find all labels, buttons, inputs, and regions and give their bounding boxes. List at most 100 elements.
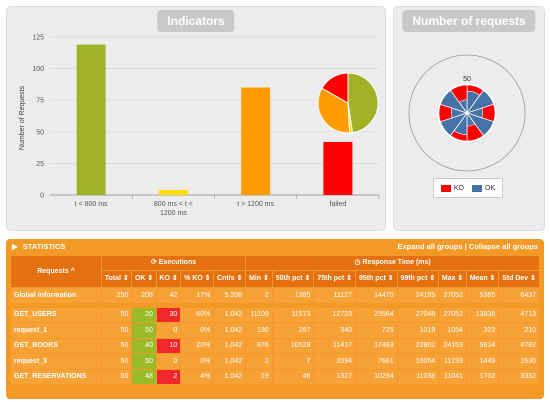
collapse-all-groups-link[interactable]: Collapse all groups bbox=[468, 242, 538, 251]
table-cell: 1449 bbox=[466, 354, 499, 369]
table-row[interactable]: GET_BOOKS 50 40 10 20% 1.042 876 10529 11417 1748… bbox=[11, 338, 539, 353]
table-cell: 340 bbox=[314, 323, 355, 338]
table-cell: 27052 bbox=[439, 288, 466, 303]
column-header[interactable]: 95th pct ⇕ bbox=[355, 271, 397, 287]
table-cell: 24153 bbox=[439, 338, 466, 353]
table-cell: 11127 bbox=[314, 288, 355, 303]
legend-ok[interactable]: OK bbox=[472, 184, 495, 192]
y-tick-label: 50 bbox=[36, 129, 44, 136]
table-cell: 5.208 bbox=[214, 288, 246, 303]
column-header[interactable]: 75th pct ⇕ bbox=[314, 271, 355, 287]
number-of-requests-title: Number of requests bbox=[402, 10, 536, 32]
pie-slice bbox=[347, 72, 379, 134]
table-cell: 1.042 bbox=[214, 338, 246, 353]
table-cell: 9614 bbox=[466, 338, 499, 353]
table-cell: 50 bbox=[102, 323, 132, 338]
column-header[interactable]: % KO ⇕ bbox=[181, 271, 214, 287]
statistics-title: STATISTICS bbox=[22, 242, 66, 251]
table-row[interactable]: request_1 50 50 0 0% 1.042 130 267 340 725 1019 105… bbox=[11, 323, 539, 338]
table-cell: 0 bbox=[156, 354, 181, 369]
table-cell: 1327 bbox=[314, 369, 355, 384]
table-cell: 20 bbox=[132, 307, 156, 322]
legend-ko[interactable]: KO bbox=[440, 184, 464, 192]
table-cell: 30 bbox=[156, 307, 181, 322]
group-controls: Expand all groups | Collapse all groups bbox=[398, 242, 539, 251]
table-cell: 0% bbox=[181, 323, 214, 338]
table-cell: 42 bbox=[156, 288, 181, 303]
table-cell: 10529 bbox=[272, 338, 314, 353]
table-row[interactable]: GET_RESERVATIONS 50 48 2 4% 1.042 19 46 1327 1029… bbox=[11, 369, 539, 384]
column-header[interactable]: Max ⇕ bbox=[439, 271, 466, 287]
table-cell: 11573 bbox=[272, 307, 314, 322]
table-cell: 12723 bbox=[314, 307, 355, 322]
column-header[interactable]: 50th pct ⇕ bbox=[272, 271, 314, 287]
request-name[interactable]: request_1 bbox=[11, 323, 101, 338]
ko-swatch bbox=[440, 184, 451, 192]
column-header[interactable]: Std Dev ⇕ bbox=[499, 271, 539, 287]
global-information-row[interactable]: Global Information 250 208 42 17% 5.208 2 1395 1… bbox=[11, 288, 539, 303]
table-cell: 50 bbox=[102, 307, 132, 322]
y-tick-label: 25 bbox=[36, 161, 44, 168]
collapse-arrow-icon[interactable]: ▶ bbox=[12, 242, 18, 251]
table-cell: 0% bbox=[181, 354, 214, 369]
table-cell: 10 bbox=[156, 338, 181, 353]
column-header[interactable]: Total ⇕ bbox=[102, 271, 132, 287]
table-cell: 46 bbox=[272, 369, 314, 384]
table-cell: 50 bbox=[102, 354, 132, 369]
table-cell: 50 bbox=[102, 338, 132, 353]
table-cell: 1.042 bbox=[214, 323, 246, 338]
table-cell: 2 bbox=[246, 354, 272, 369]
table-cell: 2 bbox=[246, 288, 272, 303]
table-row[interactable]: request_3 50 50 0 0% 1.042 2 7 2094 7661 10054 1123… bbox=[11, 354, 539, 369]
y-tick-label: 75 bbox=[36, 98, 44, 105]
table-cell: 1395 bbox=[272, 288, 314, 303]
table-cell: 7 bbox=[272, 354, 314, 369]
table-cell: 250 bbox=[102, 288, 132, 303]
table-cell: 210 bbox=[499, 323, 539, 338]
table-cell: 11417 bbox=[314, 338, 355, 353]
table-cell: 50 bbox=[132, 323, 156, 338]
table-cell: 11233 bbox=[439, 354, 466, 369]
table-cell: 17% bbox=[181, 288, 214, 303]
table-cell: 48 bbox=[132, 369, 156, 384]
table-cell: 22802 bbox=[397, 338, 439, 353]
column-header[interactable]: Cnt/s ⇕ bbox=[214, 271, 246, 287]
table-cell: 4713 bbox=[499, 307, 539, 322]
table-cell: 2630 bbox=[499, 354, 539, 369]
x-tick-label: 1200 ms bbox=[160, 210, 187, 217]
table-cell: 1019 bbox=[397, 323, 439, 338]
table-cell: 3332 bbox=[499, 369, 539, 384]
indicators-pie-chart bbox=[317, 72, 379, 134]
number-of-requests-panel: Number of requests 50 KO OK bbox=[393, 6, 545, 231]
bar bbox=[241, 87, 271, 195]
column-header[interactable]: Min ⇕ bbox=[246, 271, 272, 287]
table-cell: 50 bbox=[132, 354, 156, 369]
bar bbox=[323, 141, 353, 195]
bar-chart: 0 25 50 75 100 125 Number of Requests t < 800 m… bbox=[19, 35, 380, 217]
table-cell: 1054 bbox=[439, 323, 466, 338]
indicators-title: Indicators bbox=[157, 10, 235, 32]
statistics-table: Requests ^ ⟳ Executions ◷ Response Time … bbox=[10, 255, 540, 385]
request-name[interactable]: GET_USERS bbox=[11, 307, 101, 322]
request-name[interactable]: Global Information bbox=[11, 288, 101, 303]
expand-all-groups-link[interactable]: Expand all groups bbox=[397, 242, 463, 251]
table-cell: 10294 bbox=[355, 369, 397, 384]
request-name[interactable]: request_3 bbox=[11, 354, 101, 369]
column-header[interactable]: 99th pct ⇕ bbox=[397, 271, 439, 287]
table-cell: 267 bbox=[272, 323, 314, 338]
table-cell: 323 bbox=[466, 323, 499, 338]
column-header[interactable]: Mean ⇕ bbox=[466, 271, 499, 287]
indicators-panel: Indicators 0 25 50 75 100 125 Number of Reques… bbox=[6, 6, 386, 231]
request-name[interactable]: GET_BOOKS bbox=[11, 338, 101, 353]
table-cell: 876 bbox=[246, 338, 272, 353]
requests-column-header[interactable]: Requests ^ bbox=[11, 256, 101, 287]
column-header[interactable]: KO ⇕ bbox=[156, 271, 181, 287]
x-tick-label: failed bbox=[330, 201, 347, 208]
column-header[interactable]: OK ⇕ bbox=[132, 271, 156, 287]
table-cell: 6437 bbox=[499, 288, 539, 303]
legend-ko-label: KO bbox=[453, 184, 464, 192]
x-tick-label: t > 1200 ms bbox=[237, 201, 274, 208]
table-row[interactable]: GET_USERS 50 20 30 60% 1.042 11109 11573 12723 23… bbox=[11, 307, 539, 322]
table-cell: 17483 bbox=[355, 338, 397, 353]
request-name[interactable]: GET_RESERVATIONS bbox=[11, 369, 101, 384]
